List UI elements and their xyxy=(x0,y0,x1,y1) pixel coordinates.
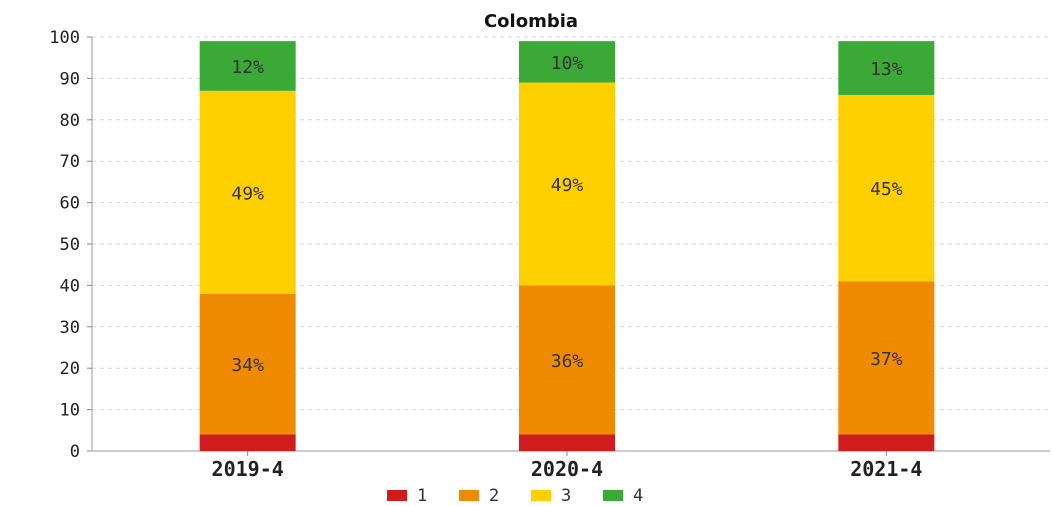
x-tick-label: 2021-4 xyxy=(850,457,922,481)
y-tick-label: 70 xyxy=(60,152,80,172)
y-tick-label: 0 xyxy=(70,442,80,462)
data-labels: 34% 49% 12% 36% 49% 10% 37% 45% 13% xyxy=(231,53,902,376)
data-label: 36% xyxy=(551,351,584,372)
bar-segment-3 xyxy=(519,82,615,286)
x-tick-label: 2020-4 xyxy=(531,457,603,481)
data-label: 49% xyxy=(231,183,264,204)
legend-label: 1 xyxy=(417,486,427,506)
y-tick-label: 60 xyxy=(60,194,80,214)
bar-segment-4 xyxy=(838,41,935,95)
legend-label: 2 xyxy=(489,486,499,506)
data-label: 49% xyxy=(551,175,584,196)
y-tick-label: 90 xyxy=(60,69,80,89)
y-tick-label: 30 xyxy=(60,318,80,338)
y-tick-label: 100 xyxy=(49,28,80,48)
bar-segment-4 xyxy=(199,41,296,91)
bar-segment-2 xyxy=(519,285,615,435)
bars xyxy=(199,41,935,451)
bar-segment-2 xyxy=(838,281,935,435)
bar-segment-1 xyxy=(838,434,935,451)
data-label: 37% xyxy=(870,349,903,370)
legend-swatch-1 xyxy=(387,490,407,501)
legend-swatch-4 xyxy=(603,490,623,501)
y-tick-label: 80 xyxy=(60,111,80,131)
bar-segment-1 xyxy=(519,434,615,451)
data-label: 12% xyxy=(231,57,264,78)
x-tick-label: 2019-4 xyxy=(212,457,284,481)
bar-segment-3 xyxy=(199,90,296,294)
legend: 1 2 3 4 xyxy=(387,486,643,506)
y-tick-label: 20 xyxy=(60,359,80,379)
y-tick-label: 10 xyxy=(60,401,80,421)
bar-segment-1 xyxy=(199,434,296,451)
chart-title: Colombia xyxy=(484,11,578,32)
legend-label: 3 xyxy=(561,486,571,506)
y-tick-label: 50 xyxy=(60,235,80,255)
y-tick-label: 40 xyxy=(60,276,80,296)
data-label: 10% xyxy=(551,53,584,74)
data-label: 13% xyxy=(870,59,903,80)
bar-segment-2 xyxy=(199,293,296,435)
legend-label: 4 xyxy=(633,486,643,506)
data-label: 45% xyxy=(870,179,903,200)
bar-segment-3 xyxy=(838,94,935,282)
legend-swatch-3 xyxy=(531,490,551,501)
data-label: 34% xyxy=(231,355,264,376)
bar-segment-4 xyxy=(519,41,615,83)
legend-swatch-2 xyxy=(459,490,479,501)
